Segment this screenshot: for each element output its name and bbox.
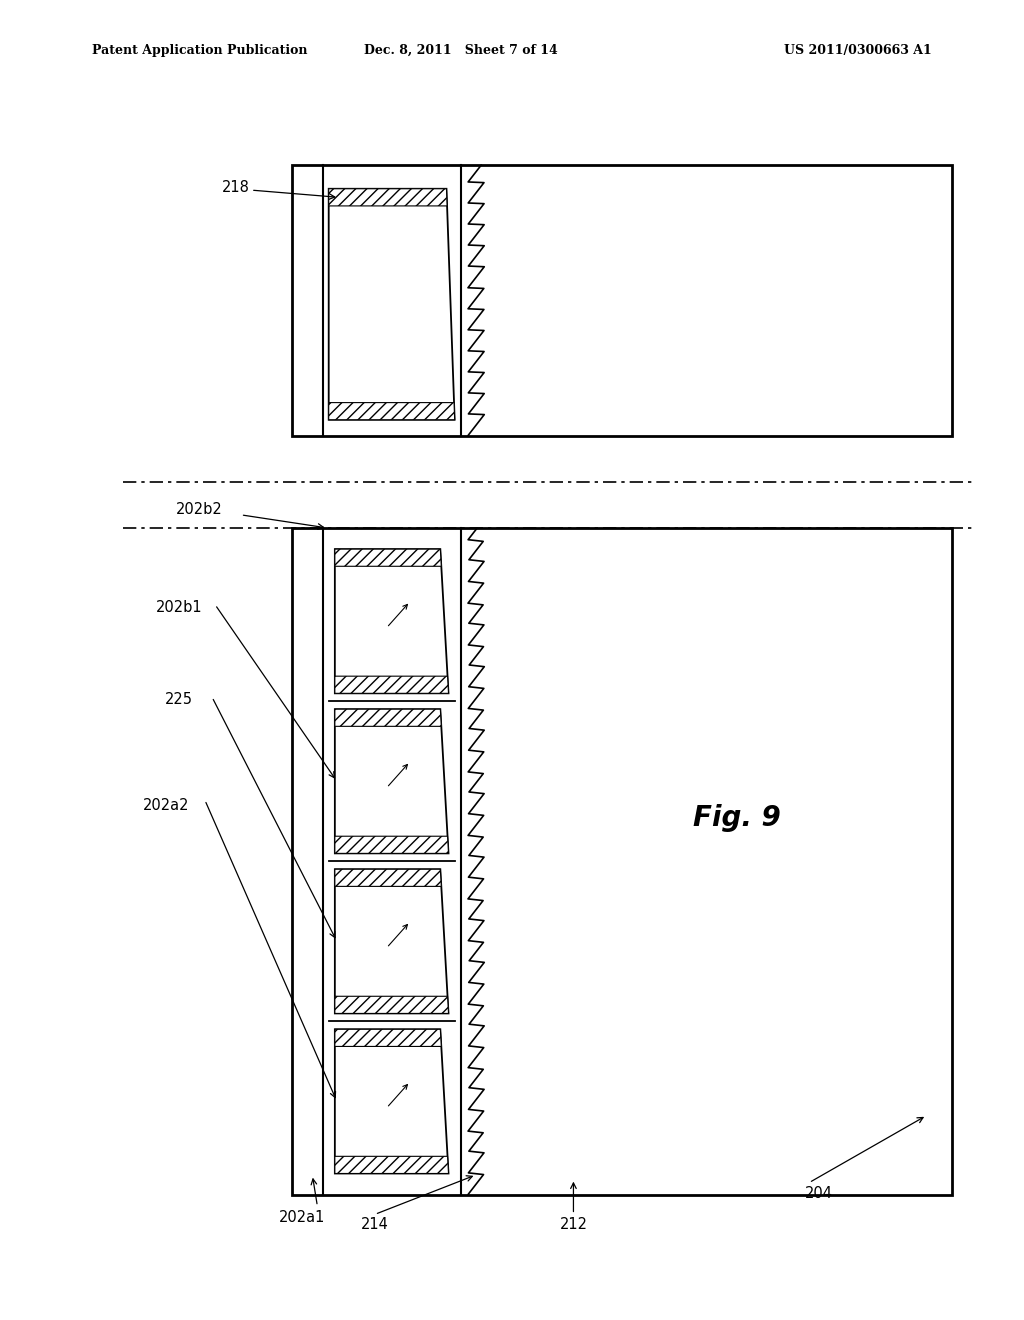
Polygon shape — [335, 709, 441, 726]
Text: 204: 204 — [805, 1185, 834, 1201]
Polygon shape — [335, 1030, 441, 1047]
Polygon shape — [335, 997, 449, 1014]
Polygon shape — [335, 1156, 449, 1173]
Polygon shape — [335, 676, 449, 693]
Text: 218: 218 — [221, 180, 250, 195]
Text: 225: 225 — [165, 692, 194, 708]
Polygon shape — [335, 549, 441, 566]
Text: Dec. 8, 2011   Sheet 7 of 14: Dec. 8, 2011 Sheet 7 of 14 — [364, 44, 558, 57]
Text: 202b2: 202b2 — [176, 502, 223, 517]
Polygon shape — [329, 403, 455, 420]
Text: Patent Application Publication: Patent Application Publication — [92, 44, 307, 57]
Polygon shape — [335, 869, 441, 887]
Text: 214: 214 — [360, 1217, 389, 1233]
Text: 202b1: 202b1 — [156, 599, 203, 615]
Text: 212: 212 — [559, 1217, 588, 1233]
Polygon shape — [329, 189, 447, 206]
Text: 202a1: 202a1 — [279, 1209, 326, 1225]
Text: US 2011/0300663 A1: US 2011/0300663 A1 — [784, 44, 932, 57]
Text: Fig. 9: Fig. 9 — [693, 804, 781, 833]
Polygon shape — [335, 837, 449, 854]
Text: 202a2: 202a2 — [142, 797, 189, 813]
